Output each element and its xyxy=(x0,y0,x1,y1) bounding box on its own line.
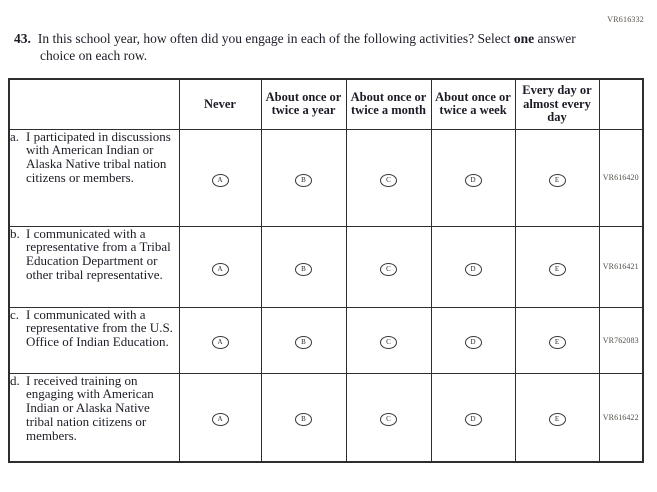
answer-bubble-d[interactable]: D xyxy=(464,336,482,349)
cell-once-twice-month: C xyxy=(345,372,432,463)
answer-bubble-c[interactable]: C xyxy=(380,413,397,427)
column-header-never: Never xyxy=(178,78,262,130)
answer-bubble-c[interactable]: C xyxy=(380,336,397,349)
question-number: 43. xyxy=(14,31,31,46)
answer-bubble-e[interactable]: E xyxy=(548,413,566,427)
answer-bubble-b[interactable]: B xyxy=(295,336,312,349)
header-row: Never About once or twice a year About o… xyxy=(8,78,644,130)
cell-never: A xyxy=(178,306,262,374)
question: 43. In this school year, how often did yo… xyxy=(14,30,612,64)
cell-once-twice-week: D xyxy=(430,225,516,308)
answer-bubble-c[interactable]: C xyxy=(380,173,397,187)
row-text: I received training on engaging with Ame… xyxy=(26,373,154,443)
cell-once-twice-week: D xyxy=(430,306,516,374)
answer-bubble-b[interactable]: B xyxy=(295,262,312,276)
cell-once-twice-week: D xyxy=(430,128,516,227)
row-code: VR616422 xyxy=(598,372,644,463)
cell-once-twice-month: C xyxy=(345,225,432,308)
table-row-b: b. I communicated with a representative … xyxy=(8,225,644,308)
row-code: VR762083 xyxy=(598,306,644,374)
table-row-c: c. I communicated with a representative … xyxy=(8,306,644,374)
cell-once-twice-week: D xyxy=(430,372,516,463)
row-label: a. xyxy=(10,129,20,144)
question-bold-word: one xyxy=(513,31,535,46)
answer-bubble-d[interactable]: D xyxy=(464,173,482,187)
cell-once-twice-month: C xyxy=(345,306,432,374)
table-row-a: a. I participated in discussions with Am… xyxy=(8,128,644,227)
answer-bubble-a[interactable]: A xyxy=(211,173,229,187)
row-text: I communicated with a representative fro… xyxy=(26,226,171,282)
cell-never: A xyxy=(178,128,262,227)
row-stem: b. I communicated with a representative … xyxy=(8,225,180,308)
row-label: c. xyxy=(10,307,20,322)
answer-bubble-d[interactable]: D xyxy=(464,413,482,427)
cell-every-day: E xyxy=(514,306,600,374)
row-code: VR616420 xyxy=(598,128,644,227)
column-header-once-twice-month: About once or twice a month xyxy=(345,78,432,130)
row-label: b. xyxy=(10,226,20,241)
row-code: VR616421 xyxy=(598,225,644,308)
answer-bubble-b[interactable]: B xyxy=(295,173,312,187)
answer-bubble-c[interactable]: C xyxy=(380,262,397,276)
cell-never: A xyxy=(178,372,262,463)
answer-bubble-e[interactable]: E xyxy=(548,262,566,276)
answer-bubble-b[interactable]: B xyxy=(295,413,312,427)
survey-table: Never About once or twice a year About o… xyxy=(8,78,644,463)
cell-once-twice-year: B xyxy=(260,225,347,308)
form-code: VR616332 xyxy=(607,15,644,24)
answer-bubble-e[interactable]: E xyxy=(548,336,566,349)
row-stem: a. I participated in discussions with Am… xyxy=(8,128,180,227)
cell-once-twice-month: C xyxy=(345,128,432,227)
answer-bubble-d[interactable]: D xyxy=(464,262,482,276)
answer-bubble-a[interactable]: A xyxy=(211,336,229,349)
cell-once-twice-year: B xyxy=(260,306,347,374)
cell-every-day: E xyxy=(514,225,600,308)
column-header-once-twice-week: About once or twice a week xyxy=(430,78,516,130)
column-header-blank xyxy=(8,78,180,130)
table-row-d: d. I received training on engaging with … xyxy=(8,372,644,463)
column-header-once-twice-year: About once or twice a year xyxy=(260,78,347,130)
cell-every-day: E xyxy=(514,128,600,227)
answer-bubble-e[interactable]: E xyxy=(548,173,566,187)
row-text: I communicated with a representative fro… xyxy=(26,307,173,350)
row-label: d. xyxy=(10,373,20,388)
column-header-code xyxy=(598,78,644,130)
cell-never: A xyxy=(178,225,262,308)
cell-once-twice-year: B xyxy=(260,372,347,463)
cell-once-twice-year: B xyxy=(260,128,347,227)
cell-every-day: E xyxy=(514,372,600,463)
row-stem: c. I communicated with a representative … xyxy=(8,306,180,374)
question-text: In this school year, how often did you e… xyxy=(37,31,576,63)
answer-bubble-a[interactable]: A xyxy=(211,262,229,276)
row-stem: d. I received training on engaging with … xyxy=(8,372,180,463)
answer-bubble-a[interactable]: A xyxy=(211,413,229,427)
column-header-every-day: Every day or almost every day xyxy=(514,78,600,130)
row-text: I participated in discussions with Ameri… xyxy=(26,129,171,185)
